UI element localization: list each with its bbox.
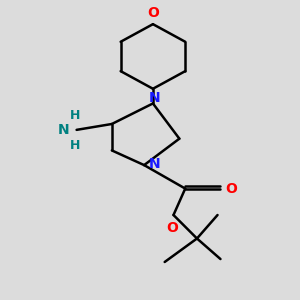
Text: O: O xyxy=(225,182,237,196)
Text: H: H xyxy=(70,139,80,152)
Text: N: N xyxy=(148,91,160,105)
Text: O: O xyxy=(166,221,178,235)
Text: N: N xyxy=(148,157,160,171)
Text: N: N xyxy=(58,124,69,137)
Text: H: H xyxy=(70,109,80,122)
Text: O: O xyxy=(147,6,159,20)
